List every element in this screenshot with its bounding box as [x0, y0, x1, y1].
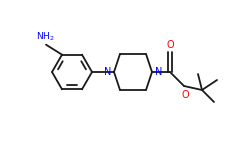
Text: O: O — [166, 40, 174, 50]
Text: O: O — [181, 90, 189, 100]
Text: N: N — [104, 67, 111, 77]
Text: NH$_2$: NH$_2$ — [36, 30, 54, 43]
Text: N: N — [155, 67, 162, 77]
